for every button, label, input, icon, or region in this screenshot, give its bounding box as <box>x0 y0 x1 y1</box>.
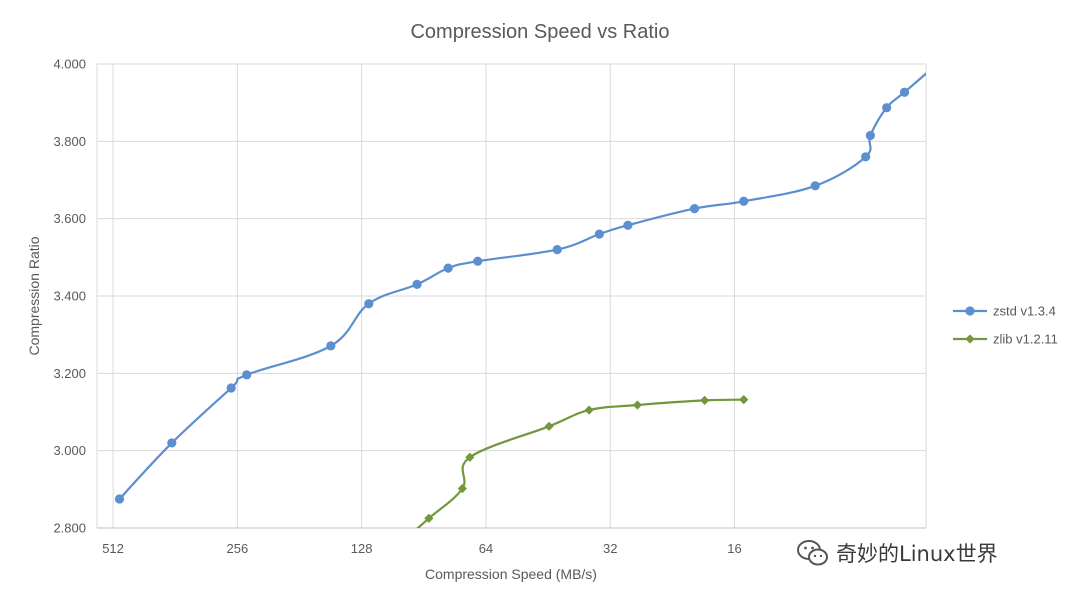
y-tick-label: 3.200 <box>53 366 86 381</box>
data-point <box>424 513 434 523</box>
series-line-zlib-v1-2-11 <box>416 398 744 528</box>
y-tick-label: 4.000 <box>53 57 86 72</box>
data-point <box>623 220 633 230</box>
data-point <box>700 395 710 405</box>
data-point <box>882 103 892 113</box>
data-point <box>689 204 700 214</box>
data-point <box>632 400 643 410</box>
data-point <box>473 256 483 266</box>
chart-title: Compression Speed vs Ratio <box>410 21 669 43</box>
data-point <box>326 341 336 351</box>
x-tick-label: 16 <box>727 541 741 556</box>
legend: zstd v1.3.4 zlib v1.2.11 <box>953 304 1058 347</box>
watermark: 奇妙的Linux世界 <box>796 538 998 568</box>
data-point <box>544 421 554 431</box>
data-point <box>114 494 125 504</box>
legend-label: zlib v1.2.11 <box>993 332 1058 347</box>
series-zstd-v1-3-4 <box>114 72 926 504</box>
legend-marker-icon <box>965 334 975 344</box>
data-point <box>552 245 562 255</box>
x-tick-label: 256 <box>227 541 249 556</box>
legend-marker-icon <box>965 306 975 316</box>
data-point <box>364 299 374 309</box>
data-point <box>242 370 252 380</box>
x-tick-label: 128 <box>351 541 373 556</box>
legend-item-zstd-v1-3-4: zstd v1.3.4 <box>953 304 1056 319</box>
data-point <box>584 405 594 415</box>
x-axis-label: Compression Speed (MB/s) <box>425 566 597 582</box>
y-tick-label: 3.600 <box>53 211 86 226</box>
legend-item-zlib-v1-2-11: zlib v1.2.11 <box>953 332 1058 347</box>
legend-label: zstd v1.3.4 <box>993 304 1056 319</box>
x-tick-label: 512 <box>102 541 124 556</box>
data-point <box>861 152 871 162</box>
data-point <box>167 438 177 448</box>
y-tick-label: 3.000 <box>53 443 86 458</box>
data-point <box>865 130 875 141</box>
y-tick-label: 3.400 <box>53 289 86 304</box>
series-layer <box>114 72 926 528</box>
x-tick-label: 64 <box>479 541 493 556</box>
axes: 2.800 3.000 3.200 3.400 3.600 3.800 4.000 512 25… <box>53 57 741 557</box>
wechat-icon <box>797 540 828 566</box>
data-point <box>594 229 604 239</box>
data-point <box>226 383 236 393</box>
y-tick-label: 3.800 <box>53 134 86 149</box>
data-point <box>739 395 749 405</box>
data-point <box>465 452 475 462</box>
grid <box>96 63 927 529</box>
data-point <box>899 87 910 97</box>
watermark-text: 奇妙的Linux世界 <box>836 542 998 566</box>
y-tick-label: 2.800 <box>53 521 86 536</box>
series-zlib-v1-2-11 <box>416 395 749 528</box>
data-point <box>443 263 453 273</box>
data-point <box>739 196 749 206</box>
y-axis-label: Compression Ratio <box>26 236 42 355</box>
data-point <box>457 483 467 494</box>
data-point <box>412 279 422 289</box>
data-point <box>810 181 820 191</box>
x-tick-label: 32 <box>603 541 617 556</box>
